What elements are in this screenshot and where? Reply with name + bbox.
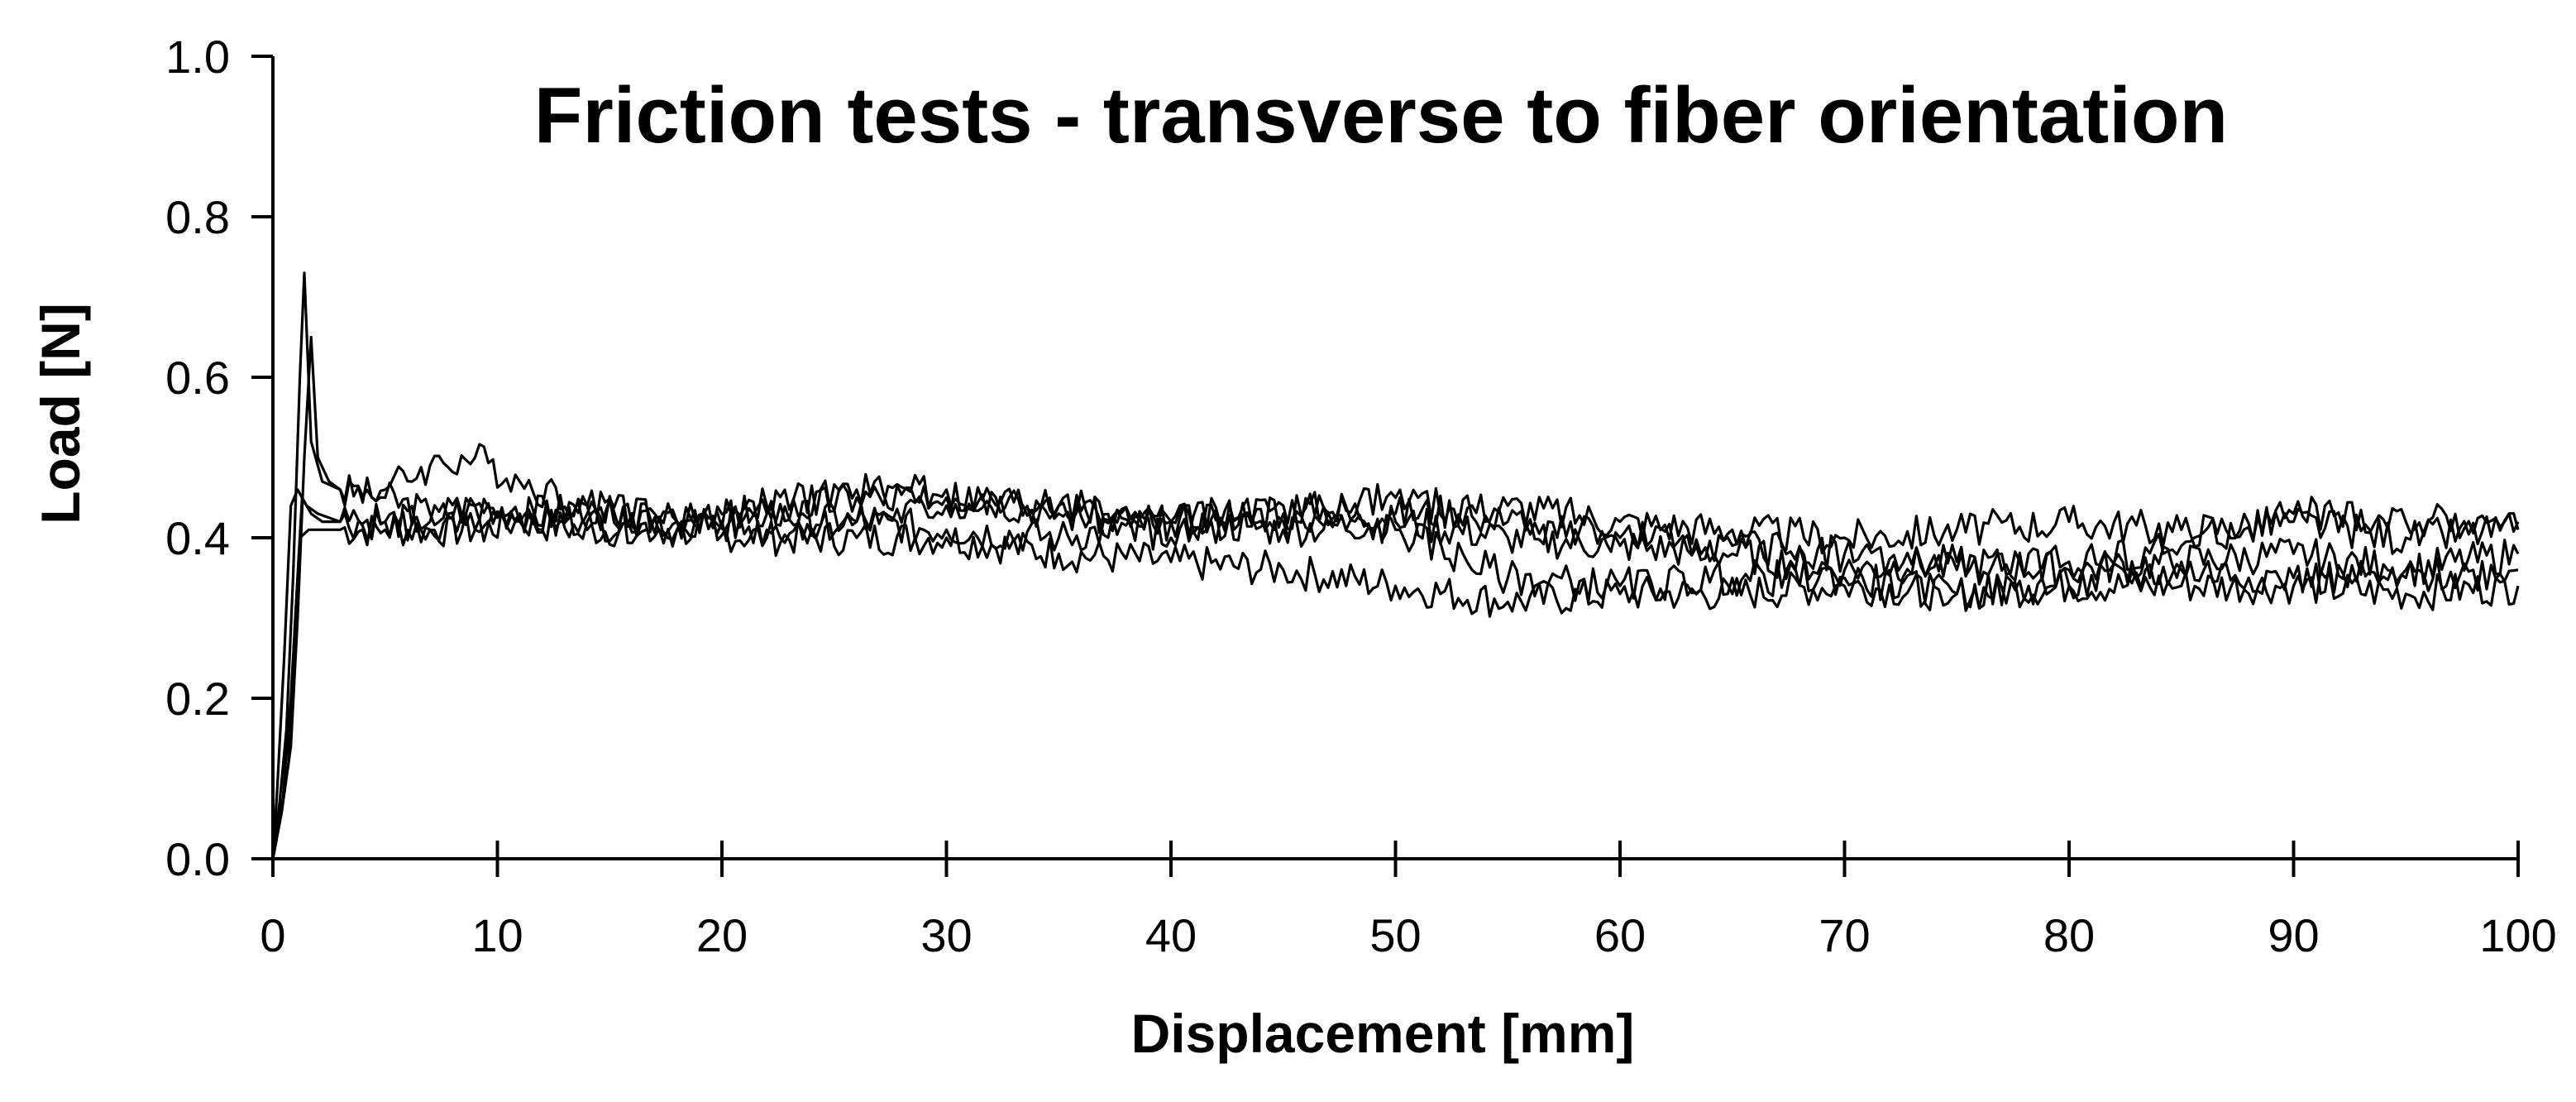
series-line-1 — [271, 271, 2520, 860]
series-line-2 — [271, 335, 2520, 860]
y-tick-label: 0.6 — [165, 352, 230, 404]
x-tick-label: 100 — [2479, 909, 2556, 961]
y-axis-title: Load [N] — [30, 303, 91, 525]
x-tick-label: 0 — [260, 909, 285, 961]
x-tick-label: 80 — [2043, 909, 2095, 961]
series-line-3 — [271, 488, 2519, 860]
y-tick-label: 0.0 — [165, 833, 230, 885]
x-tick-label: 30 — [920, 909, 972, 961]
y-tick-label: 0.4 — [165, 512, 230, 564]
x-tick-label: 20 — [696, 909, 748, 961]
series-line-5 — [271, 505, 2520, 860]
series-line-4 — [271, 496, 2520, 860]
y-tick-label: 0.2 — [165, 673, 230, 725]
x-tick-label: 10 — [471, 909, 523, 961]
x-axis-title: Displacement [mm] — [1131, 1003, 1635, 1064]
axes: 0.0 0.2 0.4 0.6 0.8 1.0 0 10 20 30 40 50 60 70 80 90 100 — [165, 31, 2557, 961]
chart-title: Friction tests - transverse to fiber ori… — [534, 71, 2228, 160]
y-tick-label: 0.8 — [165, 191, 230, 243]
series-layer — [271, 271, 2520, 860]
x-tick-label: 70 — [1818, 909, 1870, 961]
y-tick-label: 1.0 — [165, 31, 230, 83]
x-tick-label: 90 — [2268, 909, 2319, 961]
x-tick-label: 40 — [1145, 909, 1197, 961]
x-tick-label: 50 — [1369, 909, 1421, 961]
x-tick-label: 60 — [1594, 909, 1646, 961]
